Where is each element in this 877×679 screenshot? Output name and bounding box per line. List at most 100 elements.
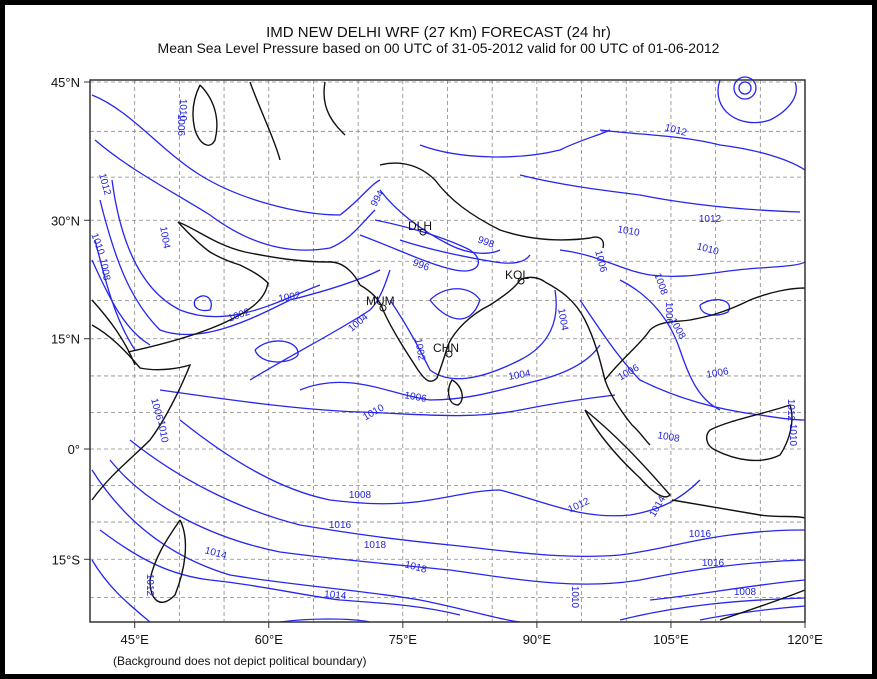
chart-subtitle: Mean Sea Level Pressure based on 00 UTC … (157, 40, 720, 56)
isobar (109, 459, 806, 585)
isobar-label: 1008 (734, 587, 757, 598)
isobar-label: 1004 (346, 311, 370, 334)
isobar-label: 1006 (148, 397, 164, 422)
isobar-label: 1012 (785, 399, 796, 422)
isobar (91, 94, 381, 216)
isobar (279, 618, 371, 623)
coastlines (91, 81, 806, 621)
isobar (91, 559, 151, 623)
coastline-africa (91, 324, 192, 501)
city-dot-mum (379, 304, 387, 312)
isobar-label: 1006 (175, 114, 186, 137)
isobar (699, 299, 731, 316)
coastline-caspian (192, 84, 218, 146)
x-tick-label: 75°E (389, 632, 418, 647)
isobar (717, 79, 797, 124)
isobar (99, 199, 381, 336)
isobar-label: 994 (369, 188, 387, 208)
isobar (579, 299, 806, 421)
plot-border (89, 79, 806, 623)
isobar-label: 1012 (699, 214, 722, 225)
isobar-label: 1014 (648, 494, 669, 519)
coastline-red-sea (91, 299, 136, 366)
isobar (129, 439, 806, 557)
city-dot-dlh (419, 228, 427, 236)
isobar-label: 1012 (96, 172, 112, 197)
x-tick-label: 45°E (121, 632, 150, 647)
isobars (91, 76, 806, 623)
city-markers: DLH KOL MUM CHN (366, 219, 529, 358)
y-tick-label: 15°N (51, 332, 80, 347)
city-dot-chn (445, 350, 453, 358)
isobar-label: 1004 (555, 308, 570, 332)
isobar-label: 1010 (361, 402, 386, 423)
city-dot-kol (517, 277, 525, 285)
coastline-madagascar (149, 519, 187, 603)
isobar (559, 249, 806, 278)
x-tick-label: 120°E (787, 632, 823, 647)
isobar (91, 469, 521, 623)
axis-ticks: 45°E 60°E 75°E 90°E 105°E 120°E 45°N 30°N 15°N 0°… (51, 75, 823, 647)
isobar-label: 1010 (569, 586, 580, 609)
isobar-label: 1006 (663, 302, 674, 325)
city-label-kol: KOL (505, 268, 529, 282)
isobar-label: 1016 (702, 558, 725, 569)
x-tick-label: 105°E (653, 632, 689, 647)
isobar-label: 1010 (88, 232, 106, 257)
isobar (249, 269, 391, 381)
isobar (519, 174, 801, 213)
isobar-label: 1014 (203, 545, 228, 561)
isobar (111, 179, 321, 318)
isobar-label: 1016 (329, 520, 352, 531)
isobar-label: 1010 (155, 420, 170, 444)
coastline-borneo (706, 404, 793, 462)
isobar (94, 239, 136, 351)
isobar-label: 1008 (657, 430, 681, 445)
y-tick-label: 15°S (52, 552, 81, 567)
isobar (699, 605, 806, 621)
footnote: (Background does not depict political bo… (113, 654, 367, 668)
isobar (599, 129, 806, 171)
isobar-label: 1018 (403, 559, 428, 575)
city-label-dlh: DLH (408, 219, 432, 233)
isobar-label: 1004 (157, 226, 172, 250)
coastline-arabia (127, 221, 269, 353)
isobar-label: 1002 (412, 338, 427, 362)
isobar-label: 1006 (616, 362, 641, 383)
coastline-iran-pakistan (177, 221, 361, 286)
coastline-north (249, 81, 346, 161)
isobar-label: 1002 (278, 290, 302, 305)
isobar (619, 279, 721, 411)
isobar (94, 139, 376, 251)
isobar-label: 1006 (404, 390, 428, 405)
chart-title: IMD NEW DELHI WRF (27 Km) FORECAST (24 h… (266, 24, 611, 41)
isobar (399, 239, 531, 264)
isobar (99, 529, 461, 616)
y-tick-label: 0° (68, 442, 80, 457)
coastline-java (671, 499, 806, 519)
isobar (379, 189, 501, 254)
x-tick-label: 90°E (523, 632, 552, 647)
isobar (738, 81, 752, 95)
isobar-label: 1010 (177, 99, 188, 122)
coastline-srilanka (447, 379, 463, 406)
isobar (91, 259, 151, 346)
x-tick-label: 60°E (255, 632, 284, 647)
y-tick-label: 30°N (51, 213, 80, 228)
isobar-label: 1010 (617, 224, 641, 239)
isobar (389, 289, 557, 380)
isobar-label: 1010 (787, 424, 798, 447)
chart-frame (5, 5, 872, 674)
isobar-label: 1012 (144, 574, 155, 597)
isobar-label: 1008 (97, 258, 112, 282)
coastline-india (359, 276, 546, 382)
isobar-label: 1016 (689, 529, 712, 540)
coastline-sumatra (584, 409, 671, 498)
coastline-himalaya-border (379, 162, 605, 249)
isobar-label: 996 (411, 258, 431, 274)
isobar-label: 1008 (651, 272, 669, 297)
isobar-label: 1002 (227, 307, 252, 325)
isobar-label: 1014 (324, 589, 348, 602)
isobar-label: 1006 (706, 366, 730, 381)
isobar-label: 1008 (349, 490, 372, 501)
